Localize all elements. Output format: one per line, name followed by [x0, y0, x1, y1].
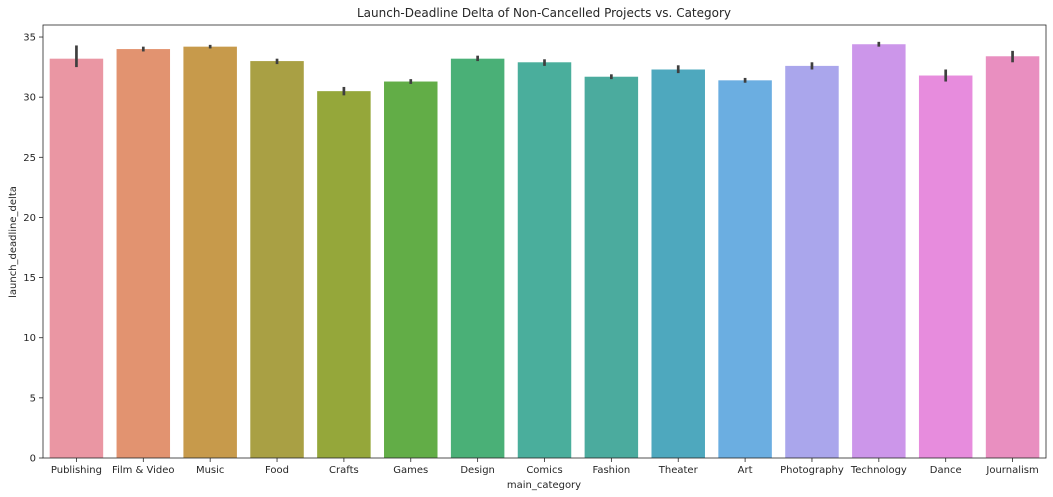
bar — [852, 44, 906, 459]
error-bars-group — [75, 41, 1014, 96]
x-tick-label: Technology — [850, 465, 907, 476]
x-tick-label: Design — [460, 465, 495, 476]
x-tick-label: Games — [393, 465, 428, 476]
axes-group: Publishing Film & Video Music Food Crafts Gam… — [23, 24, 1047, 476]
x-tick-label: Theater — [658, 465, 699, 476]
bar — [450, 58, 505, 459]
x-tick-label: Dance — [930, 465, 962, 476]
y-tick-label: 25 — [23, 153, 36, 164]
x-tick-label: Publishing — [51, 465, 102, 476]
y-tick-label: 20 — [23, 213, 36, 224]
y-tick-label: 30 — [23, 93, 36, 104]
x-tick-label: Journalism — [985, 465, 1038, 476]
bars-group — [49, 44, 1040, 459]
bar — [250, 61, 304, 458]
bar — [651, 69, 705, 458]
x-axis-label: main_category — [507, 480, 581, 491]
plot-frame — [42, 24, 1047, 459]
x-tick-label: Fashion — [592, 465, 630, 476]
chart-title: Launch-Deadline Delta of Non-Cancelled P… — [357, 6, 731, 20]
x-tick-label: Comics — [526, 465, 562, 476]
bar — [317, 91, 371, 459]
x-tick-label: Photography — [780, 465, 844, 476]
y-tick-label: 5 — [30, 393, 36, 404]
bar — [116, 49, 171, 459]
x-tick-label: Film & Video — [112, 465, 175, 476]
bar — [384, 81, 438, 458]
bar — [49, 58, 104, 459]
bar — [584, 76, 639, 458]
y-tick-label: 15 — [23, 273, 36, 284]
y-axis-label: launch_deadline_delta — [8, 186, 19, 298]
x-tick-label: Art — [738, 465, 753, 476]
x-tick-label: Music — [196, 465, 224, 476]
bar — [517, 62, 572, 458]
bar — [785, 65, 839, 458]
bar — [985, 56, 1040, 459]
y-tick-label: 35 — [23, 33, 36, 44]
bar — [718, 80, 772, 458]
y-tick-label: 0 — [30, 454, 36, 465]
bar — [918, 75, 973, 459]
bar — [183, 46, 237, 459]
y-tick-label: 10 — [23, 333, 36, 344]
x-tick-label: Food — [265, 465, 289, 476]
x-tick-label: Crafts — [329, 465, 359, 476]
